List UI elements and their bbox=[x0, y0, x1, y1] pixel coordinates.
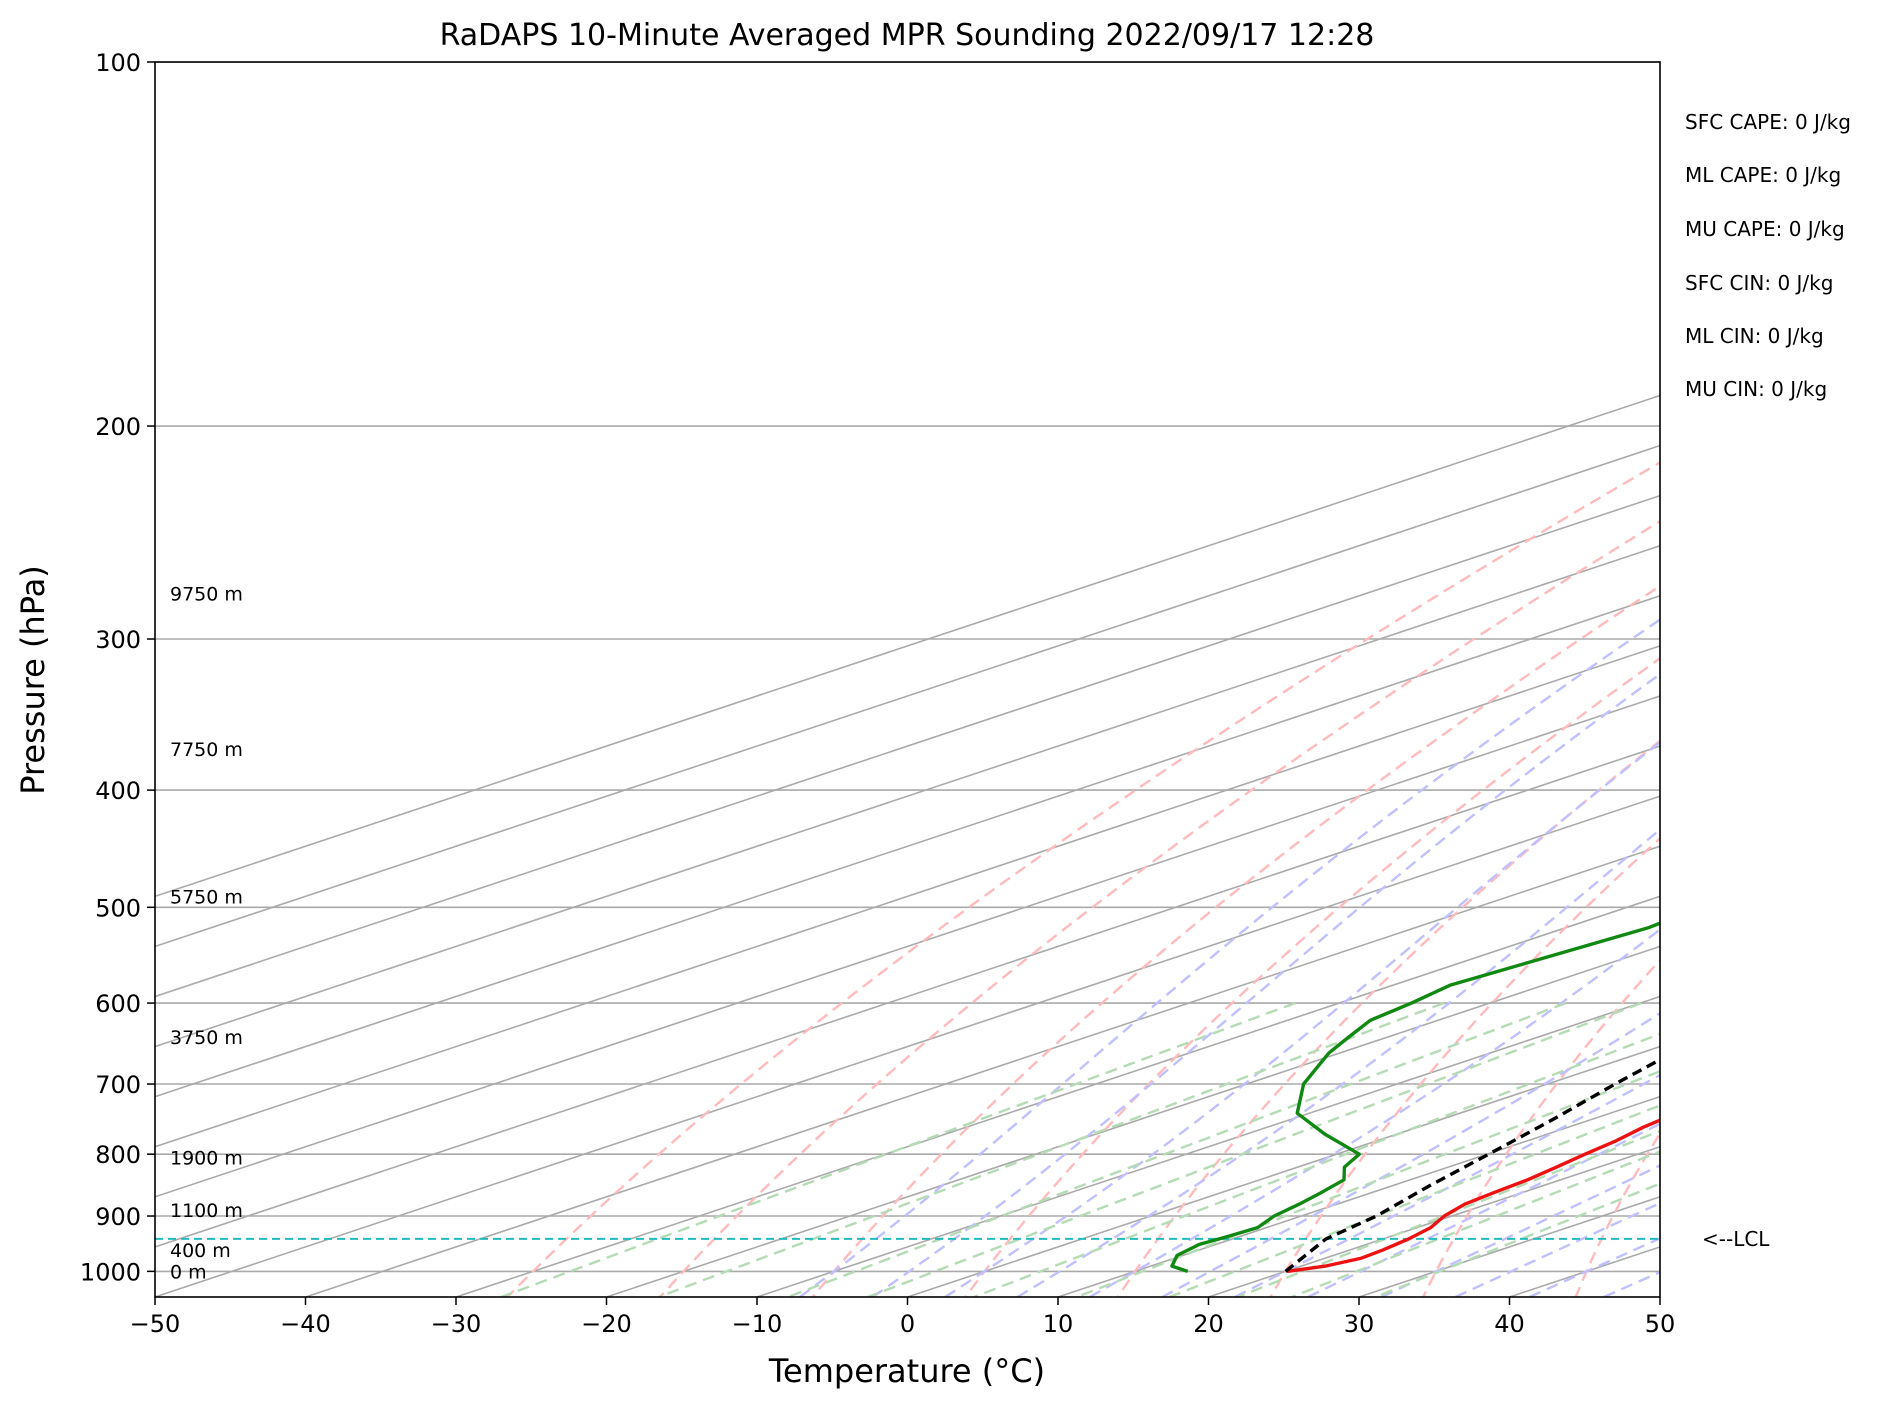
y-tick-label: 900 bbox=[95, 1203, 141, 1231]
x-tick-label: 40 bbox=[1494, 1310, 1525, 1338]
y-tick-label: 300 bbox=[95, 626, 141, 654]
x-tick-label: −50 bbox=[130, 1310, 181, 1338]
height-label: 0 m bbox=[170, 1261, 207, 1283]
x-tick-label: −10 bbox=[732, 1310, 783, 1338]
y-tick-label: 200 bbox=[95, 413, 141, 441]
x-tick-label: 10 bbox=[1043, 1310, 1074, 1338]
y-tick-label: 100 bbox=[95, 49, 141, 77]
y-tick-label: 400 bbox=[95, 777, 141, 805]
height-label: 1900 m bbox=[170, 1147, 243, 1169]
y-tick-label: 800 bbox=[95, 1141, 141, 1169]
ml-cin-text: ML CIN: 0 J/kg bbox=[1685, 324, 1824, 348]
sfc-cape-text: SFC CAPE: 0 J/kg bbox=[1685, 110, 1851, 134]
y-tick-label: 600 bbox=[95, 990, 141, 1018]
sfc-cin-text: SFC CIN: 0 J/kg bbox=[1685, 271, 1833, 295]
x-tick-label: −40 bbox=[280, 1310, 331, 1338]
y-tick-label: 500 bbox=[95, 894, 141, 922]
mu-cape-text: MU CAPE: 0 J/kg bbox=[1685, 217, 1845, 241]
y-tick-label: 700 bbox=[95, 1071, 141, 1099]
height-label: 9750 m bbox=[170, 583, 243, 605]
x-tick-label: 50 bbox=[1645, 1310, 1676, 1338]
x-tick-label: 30 bbox=[1344, 1310, 1375, 1338]
chart-title: RaDAPS 10-Minute Averaged MPR Sounding 2… bbox=[440, 18, 1375, 53]
x-tick-label: −30 bbox=[431, 1310, 482, 1338]
height-label: 3750 m bbox=[170, 1027, 243, 1049]
height-label: 5750 m bbox=[170, 887, 243, 909]
height-label: 7750 m bbox=[170, 739, 243, 761]
x-tick-label: 0 bbox=[900, 1310, 915, 1338]
y-tick-label: 1000 bbox=[80, 1258, 141, 1286]
mu-cin-text: MU CIN: 0 J/kg bbox=[1685, 377, 1827, 401]
y-axis-label: Pressure (hPa) bbox=[14, 565, 52, 795]
ml-cape-text: ML CAPE: 0 J/kg bbox=[1685, 163, 1841, 187]
x-axis-label: Temperature (°C) bbox=[768, 1352, 1045, 1390]
x-tick-label: −20 bbox=[581, 1310, 632, 1338]
height-label: 1100 m bbox=[170, 1200, 243, 1222]
lcl-label: <--LCL bbox=[1702, 1227, 1770, 1251]
x-tick-label: 20 bbox=[1193, 1310, 1224, 1338]
height-label: 400 m bbox=[170, 1240, 231, 1262]
